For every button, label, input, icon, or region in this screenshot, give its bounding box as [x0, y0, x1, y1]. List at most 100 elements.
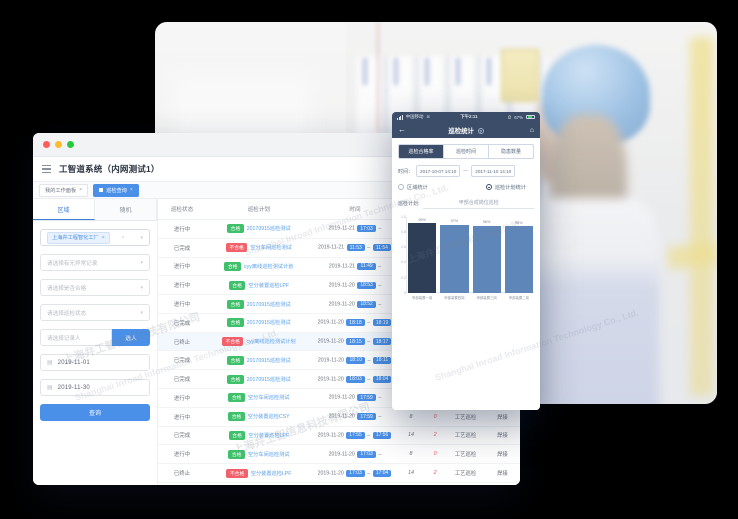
plan-link[interactable]: 空分装置巡检LPF: [250, 470, 292, 477]
chart-axis-line-horizontal: [406, 292, 534, 293]
cell-status: 已终止: [158, 332, 207, 352]
close-icon[interactable]: ×: [79, 187, 83, 193]
plan-link[interactable]: 空分车间巡检测试: [247, 451, 290, 458]
back-arrow-icon[interactable]: ←: [398, 125, 406, 134]
chart-bar[interactable]: [440, 224, 469, 293]
plan-link[interactable]: 空分装置巡检LPF: [248, 432, 290, 439]
date-end-input[interactable]: ▤ 2019-11-30: [40, 379, 150, 396]
time-end-input[interactable]: 2017-11-10 14:10: [471, 165, 516, 177]
time-chip: 11:53: [346, 244, 365, 252]
table-row[interactable]: 已完成 合格 空分装置巡检LPF 2019-11-20 17:55 – 17:56 14…: [158, 426, 520, 446]
plan-link[interactable]: 20170915巡检测试: [246, 301, 291, 308]
time-chip: 17:56: [372, 431, 392, 439]
segment-pass-rate[interactable]: 巡检合格率: [399, 145, 444, 159]
time-chip: 18:19: [372, 319, 392, 327]
cell-time: 2019-11-20 17:55 – 17:56: [311, 426, 399, 446]
tab-random[interactable]: 随机: [95, 199, 157, 220]
abnormal-record-placeholder: 请选择有无异常记录: [47, 260, 98, 267]
chart-bar[interactable]: [504, 226, 533, 293]
time-chip: 18:04: [372, 375, 392, 383]
close-icon[interactable]: ×: [101, 234, 105, 241]
chart-bar-label: 99%: [418, 217, 426, 222]
time-chip: 18:17: [372, 338, 392, 346]
cell-status: 进行中: [158, 219, 207, 239]
chart-ytick: 0.4: [401, 260, 406, 265]
pass-rate-bar-chart: 1.0 0.8 0.6 0.4 0.2 0 99% 97% 96% 95% 甲部装置一岗 甲部装置…: [398, 214, 534, 305]
cell-time: 2019-11-21 11:53 – 11:54: [311, 238, 399, 258]
status-badge: 不合格: [226, 468, 248, 478]
radio-area-statistics[interactable]: 区域统计: [398, 184, 428, 191]
plan-link[interactable]: 20170915巡检测试: [246, 320, 291, 327]
plan-link[interactable]: cyy离线巡检测试计划: [244, 263, 294, 270]
date-start-input[interactable]: ▤ 2019-11-01: [40, 354, 150, 371]
breadcrumb-tab-workbench[interactable]: 我的工作面板 ×: [39, 183, 89, 197]
inspection-status-select[interactable]: 请选择巡检状态 ▾: [40, 304, 150, 321]
close-window-button[interactable]: [43, 141, 50, 148]
cell-hazard: 0: [423, 407, 447, 427]
plan-link[interactable]: 空分车间巡检测试: [250, 245, 292, 252]
cell-type: 工艺巡检: [446, 407, 485, 427]
filter-panel: 区域 随机 上海弁工程智化工厂 × × ▾ 请选择有无异常记录 ▾ 请选择是: [33, 199, 158, 485]
chevron-down-icon[interactable]: ▾: [140, 284, 143, 291]
minimize-window-button[interactable]: [55, 141, 62, 148]
clock-label: 下午2:11: [460, 114, 478, 119]
status-badge: 合格: [228, 430, 246, 440]
status-badge: 合格: [228, 412, 245, 422]
cell-written: 14: [398, 463, 424, 483]
time-chip: 17:59: [357, 394, 376, 402]
home-icon[interactable]: ⌂: [529, 126, 534, 134]
hamburger-icon[interactable]: [42, 164, 51, 174]
chart-ytick: 0.2: [401, 275, 406, 280]
plan-link[interactable]: 空分装置巡检CSY: [247, 414, 290, 421]
plan-link[interactable]: 20170915巡检测试: [246, 357, 291, 364]
search-button[interactable]: 查询: [40, 404, 150, 421]
cell-status: 进行中: [158, 294, 207, 314]
table-row[interactable]: 进行中 合格 空分车间巡检测试 2019-11-20 17:03 –8 0 工艺巡检 焊接: [158, 444, 520, 465]
chart-x-labels: 甲部装置一岗 甲部装置四岗 甲部装置三岗 甲部装置二岗: [408, 293, 533, 305]
tab-area[interactable]: 区域: [33, 199, 95, 220]
clear-icon[interactable]: ×: [121, 234, 125, 241]
chart-ytick: 1.0: [401, 214, 406, 219]
chevron-down-icon[interactable]: ▾: [140, 259, 143, 266]
segment-inspection-time[interactable]: 巡检时间: [444, 145, 489, 159]
segment-hazard-count[interactable]: 隐患数量: [500, 149, 521, 156]
time-chip: 18:03: [346, 375, 365, 383]
breadcrumb-tab-inspection-query[interactable]: 巡检查询 ×: [93, 183, 139, 197]
person-input[interactable]: 请选择记录人: [40, 329, 112, 346]
time-chip: 17:59: [357, 413, 376, 421]
chart-bar-wrapper: 96%: [472, 220, 501, 293]
close-icon[interactable]: ×: [129, 187, 133, 193]
radio-plan-statistics[interactable]: 巡检计划统计: [485, 184, 526, 191]
plan-link[interactable]: cyy离线巡检测试计划: [246, 339, 296, 346]
table-row[interactable]: 已终止 不合格 空分装置巡检LPF 2019-11-20 17:03 – 17:04 1…: [158, 463, 520, 483]
cell-plan: 合格 20170915巡检测试: [206, 369, 312, 390]
plan-link[interactable]: 20170915巡检测试: [246, 226, 291, 233]
plan-link[interactable]: 20170915巡检测试: [246, 376, 291, 383]
plan-link[interactable]: 空分装置巡检LPF: [248, 282, 290, 289]
plan-link[interactable]: 空分车间巡检测试: [247, 395, 290, 402]
select-person-button[interactable]: 选人: [112, 329, 150, 346]
table-row[interactable]: 进行中 合格 空分装置巡检CSY 2019-11-20 17:59 –8 0 工艺巡检 焊接: [158, 407, 520, 427]
time-start-input[interactable]: 2017-10-07 14:10: [416, 165, 461, 177]
chart-xlabel: 甲部装置一岗: [411, 295, 433, 300]
plan-select-row[interactable]: 巡检计划: 甲部合成岗位巡检: [398, 199, 534, 209]
cell-time: 2019-11-20 17:03 –: [311, 444, 399, 465]
factory-select[interactable]: 上海弁工程智化工厂 × × ▾: [40, 229, 150, 246]
person-input-placeholder: 请选择记录人: [47, 335, 81, 342]
chevron-down-icon[interactable]: ▾: [140, 234, 143, 241]
signal-icon: [397, 114, 403, 120]
qualified-select[interactable]: 请选择是否合格 ▾: [40, 279, 150, 296]
chart-bar[interactable]: [408, 223, 437, 293]
chevron-down-icon[interactable]: ▾: [140, 309, 143, 316]
cell-written: 14: [398, 482, 424, 485]
maximize-window-button[interactable]: [67, 141, 74, 148]
chart-bar[interactable]: [472, 225, 501, 293]
question-mark-icon[interactable]: ?: [477, 127, 484, 134]
cell-type: 工艺巡检: [446, 426, 485, 446]
abnormal-record-select[interactable]: 请选择有无异常记录 ▾: [40, 254, 150, 271]
chart-bars: 99% 97% 96% 95%: [408, 218, 533, 293]
cell-status: 进行中: [158, 407, 207, 427]
cell-time: 2019-11-21 11:49 –: [311, 257, 399, 277]
date-end-value: 2019-11-30: [57, 384, 90, 391]
